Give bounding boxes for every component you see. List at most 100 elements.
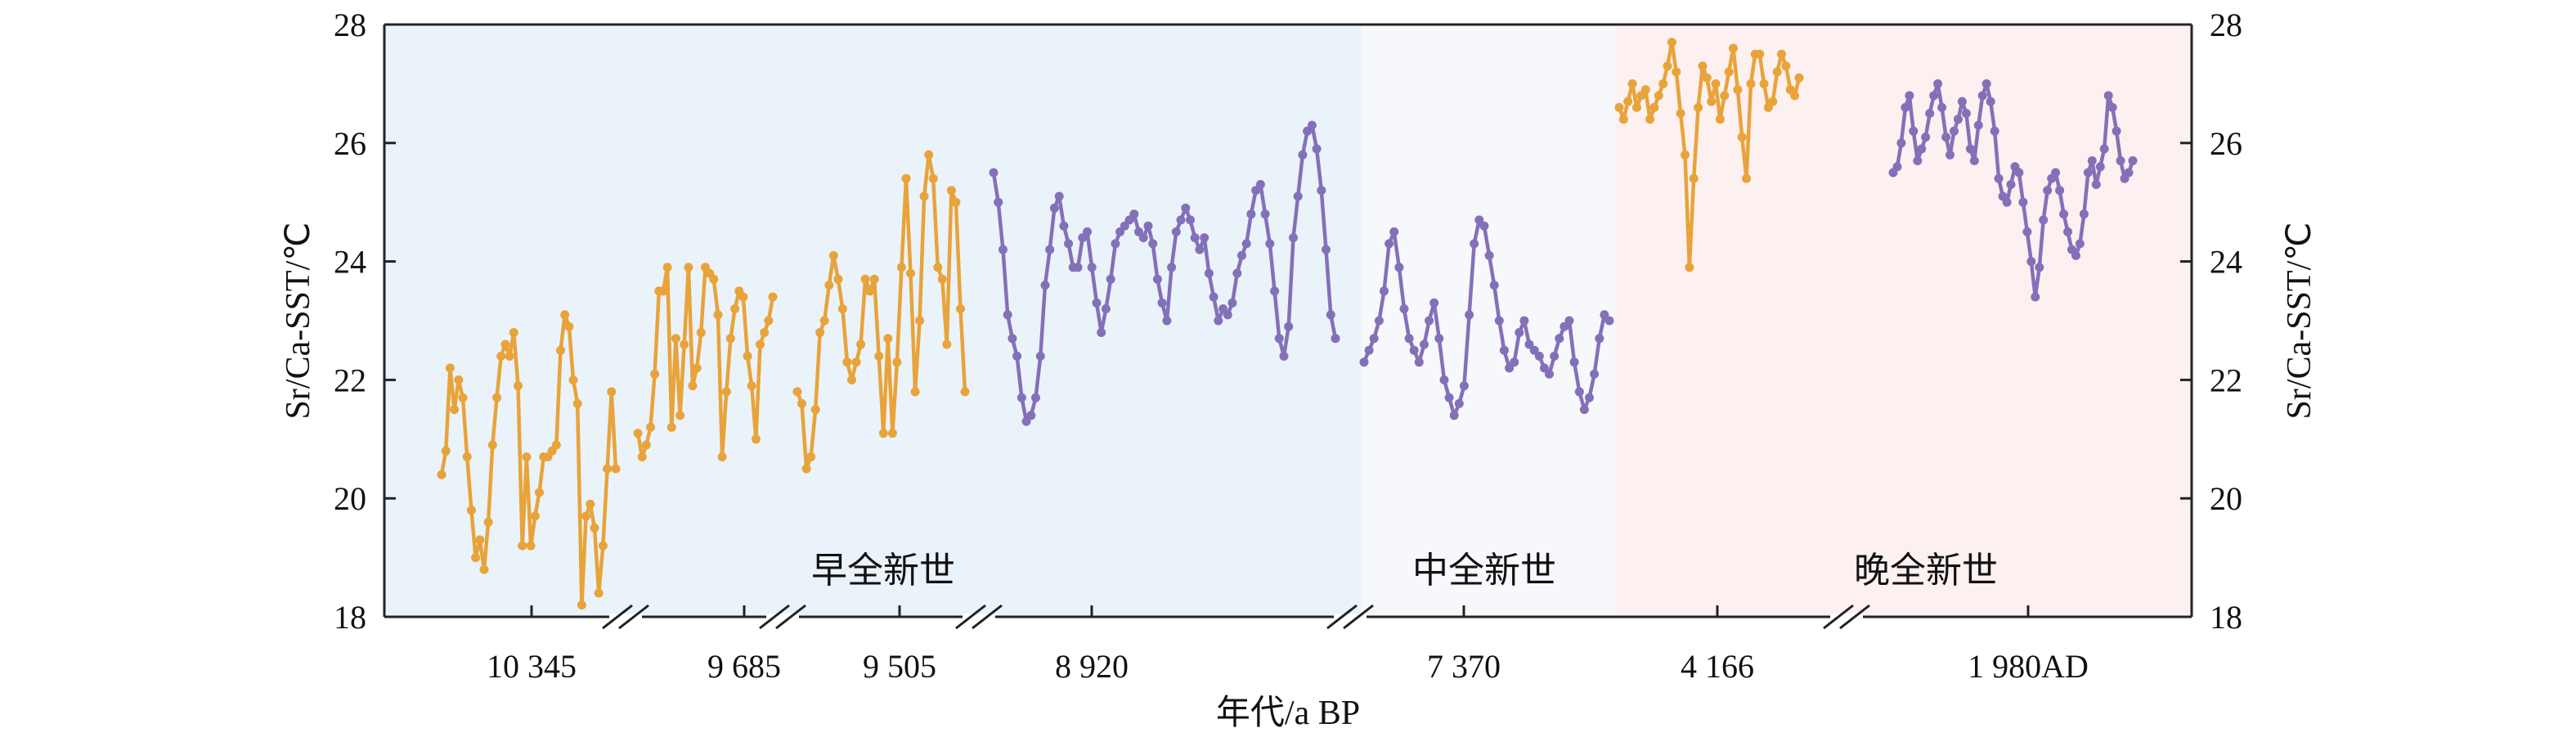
labels: 早全新世 中全新世 晚全新世 年代/a BP Sr/Ca-SST/℃ Sr/Ca… (280, 223, 2318, 732)
data-point (2051, 168, 2061, 178)
data-series (437, 38, 2138, 609)
axis-break-slash (955, 604, 986, 630)
y-tick-label-left: 26 (334, 125, 366, 162)
data-point (514, 381, 523, 391)
data-point (2043, 186, 2053, 196)
data-point (1331, 334, 1340, 344)
data-point (496, 351, 506, 361)
data-point (535, 488, 544, 497)
data-point (942, 340, 952, 349)
data-point (572, 398, 582, 408)
y-tick-label-right: 20 (2210, 480, 2242, 517)
data-point (1929, 91, 1939, 101)
data-point (505, 351, 514, 361)
data-point (751, 434, 761, 444)
data-point (1694, 102, 1703, 112)
data-point (577, 600, 586, 609)
data-point (2071, 250, 2080, 260)
y-tick-label-left: 20 (334, 480, 366, 517)
ticks: 18 18 20 20 22 22 24 24 26 26 28 28 10 345 9 685 9 505… (334, 7, 2242, 685)
data-point (1289, 233, 1298, 243)
y-tick-label-right: 26 (2210, 125, 2242, 162)
data-point (1054, 191, 1064, 201)
data-point (1012, 351, 1022, 361)
data-point (1106, 274, 1115, 284)
data-point (2026, 257, 2036, 267)
data-point (1470, 239, 1479, 249)
data-point (1519, 316, 1529, 326)
data-point (2107, 102, 2117, 112)
data-point (1981, 79, 1991, 88)
data-point (680, 340, 689, 349)
data-point (1237, 250, 1246, 260)
data-point (2095, 162, 2105, 172)
data-point (2039, 215, 2049, 225)
data-point (2075, 239, 2085, 249)
data-point (1569, 358, 1579, 367)
data-point (551, 440, 561, 450)
data-point (1909, 126, 1919, 136)
data-point (650, 369, 660, 379)
axis-break-mark (1326, 604, 1374, 630)
data-point (960, 387, 970, 397)
data-point (878, 429, 888, 438)
data-point (1663, 61, 1672, 71)
data-point (1429, 298, 1439, 308)
data-point (951, 197, 961, 207)
data-point (492, 393, 501, 402)
data-point (1204, 268, 1214, 278)
data-point (2124, 168, 2134, 178)
data-point (860, 274, 870, 284)
data-point (1209, 292, 1218, 302)
data-point (1494, 316, 1504, 326)
data-point (999, 245, 1008, 254)
data-point (815, 328, 825, 337)
y-tick-label-right: 18 (2210, 599, 2242, 636)
data-point (721, 387, 731, 397)
axis-break-mark (602, 604, 649, 630)
data-point (2002, 197, 2012, 207)
data-point (1307, 120, 1317, 130)
axis-break-slash (1823, 604, 1854, 630)
data-point (956, 304, 965, 313)
series-segment-6 (1888, 79, 2138, 302)
data-point (568, 375, 578, 384)
data-point (1083, 227, 1092, 236)
data-point (1279, 351, 1289, 361)
data-point (1260, 209, 1270, 219)
data-point (1892, 162, 1902, 172)
data-point (1618, 115, 1628, 124)
data-point (1143, 221, 1153, 231)
data-point (2035, 263, 2044, 272)
data-point (1986, 97, 1995, 106)
data-point (933, 263, 943, 272)
x-tick-label: 4 166 (1681, 648, 1754, 685)
data-point (1449, 411, 1459, 420)
data-point (1425, 316, 1434, 326)
data-point (646, 422, 655, 432)
x-tick-label: 10 345 (487, 648, 577, 685)
data-point (607, 387, 617, 397)
y-axis-title-right: Sr/Ca-SST/℃ (2281, 223, 2318, 420)
data-point (1092, 298, 1102, 308)
data-point (1901, 102, 1910, 112)
data-point (1232, 268, 1242, 278)
period-background-2 (1615, 26, 2190, 617)
data-point (1742, 173, 1752, 183)
data-point (1733, 85, 1743, 95)
data-point (581, 511, 591, 521)
data-point (611, 464, 621, 474)
period-background-1 (1362, 26, 1615, 617)
series-segment-0 (437, 310, 621, 609)
data-point (1414, 358, 1424, 367)
axis-break-gap (1830, 614, 1863, 620)
data-point (684, 263, 693, 272)
data-point (1399, 304, 1409, 313)
data-point (725, 334, 735, 344)
data-point (1917, 144, 1927, 154)
data-point (1654, 91, 1663, 101)
data-point (1729, 43, 1738, 53)
data-point (743, 351, 752, 361)
axis-break-slash (602, 604, 633, 630)
